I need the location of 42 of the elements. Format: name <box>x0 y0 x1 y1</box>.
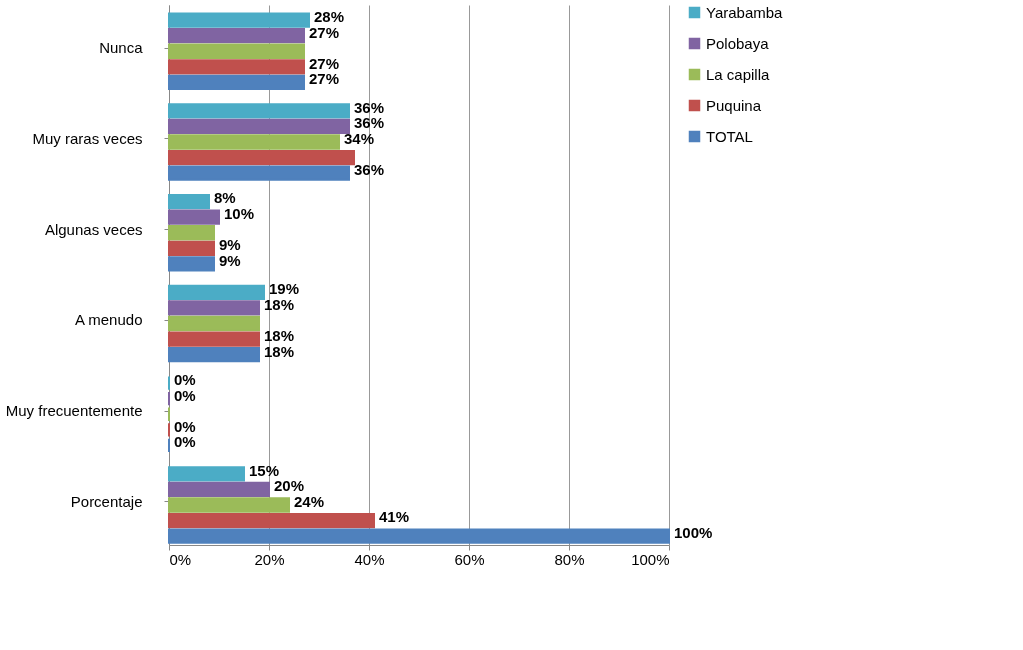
x-tick-label: 80% <box>554 550 585 568</box>
x-tick-label: 40% <box>354 550 385 568</box>
y-tick-label: Algunas veces <box>44 220 143 238</box>
data-label: 36% <box>354 98 385 116</box>
x-tick-label: 0% <box>169 550 192 568</box>
y-tick-label: Porcentaje <box>70 492 143 510</box>
y-tick-label: Muy raras veces <box>32 129 143 147</box>
data-label: 0% <box>174 433 196 451</box>
data-label: 10% <box>224 205 255 223</box>
data-label: 8% <box>214 189 236 207</box>
legend-label: TOTAL <box>706 127 753 145</box>
legend-label: Yarabamba <box>706 3 784 21</box>
data-label: 9% <box>219 251 241 269</box>
x-tick-label: 100% <box>631 550 670 568</box>
legend-label: Puquina <box>706 96 762 114</box>
data-label: 0% <box>174 417 196 435</box>
data-label: 36% <box>354 114 385 132</box>
y-tick-label: Muy frecuentemente <box>5 402 143 420</box>
data-label: 100% <box>674 524 713 542</box>
y-tick-label: Nunca <box>99 39 144 57</box>
data-label: 18% <box>264 295 295 313</box>
legend-label: La capilla <box>706 65 771 83</box>
y-tick-label: A menudo <box>74 311 143 329</box>
x-tick-label: 20% <box>254 550 285 568</box>
data-label: 19% <box>269 280 300 298</box>
data-label: 27% <box>309 54 340 72</box>
data-label: 28% <box>314 7 345 25</box>
data-label: 18% <box>264 326 295 344</box>
data-label: 0% <box>174 370 196 388</box>
data-label: 18% <box>264 342 295 360</box>
data-label: 24% <box>294 492 325 510</box>
data-label: 34% <box>344 129 375 147</box>
data-label: 0% <box>174 386 196 404</box>
legend-label: Polobaya <box>706 34 770 52</box>
data-label: 15% <box>249 461 280 479</box>
data-label: 27% <box>309 70 340 88</box>
data-label: 36% <box>354 161 385 179</box>
data-label: 9% <box>219 236 241 254</box>
data-label: 20% <box>274 477 305 495</box>
data-label: 41% <box>379 508 410 526</box>
data-label: 27% <box>309 23 340 41</box>
x-tick-label: 60% <box>454 550 485 568</box>
